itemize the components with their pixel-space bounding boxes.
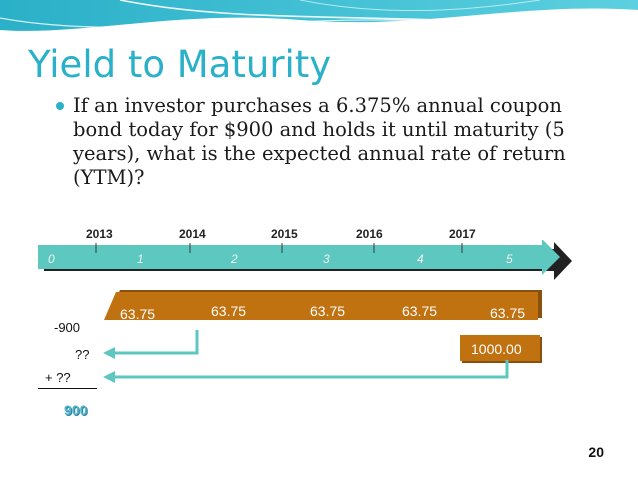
coupon-bar	[104, 290, 542, 320]
bullet-icon	[56, 102, 64, 110]
year-label: 2013	[86, 227, 113, 241]
discount-arrows	[103, 330, 509, 383]
year-label: 2014	[179, 227, 206, 241]
page-number: 20	[588, 444, 604, 460]
pv-term-1: ??	[75, 347, 90, 362]
sum-underline	[38, 388, 97, 389]
coupon-value: 63.75	[120, 306, 156, 322]
initial-outflow: -900	[54, 320, 81, 335]
coupon-value: 63.75	[310, 303, 346, 319]
year-label: 2017	[449, 227, 476, 241]
header-decoration	[0, 0, 638, 35]
pv-term-2: + ??	[45, 370, 71, 385]
principal-box	[460, 335, 542, 363]
tick-label: 4	[417, 252, 424, 266]
bullet-text: If an investor purchases a 6.375% annual…	[73, 94, 566, 189]
price-total: 900	[64, 402, 88, 418]
coupon-value: 63.75	[211, 303, 247, 319]
tick-label: 0	[48, 252, 55, 266]
year-label: 2016	[356, 227, 383, 241]
tick-label: 2	[231, 252, 238, 266]
principal-value: 1000.00	[471, 341, 522, 357]
tick-label: 3	[323, 252, 330, 266]
coupon-value: 63.75	[402, 303, 438, 319]
coupon-value: 63.75	[490, 305, 526, 321]
timeline-arrow	[38, 240, 572, 280]
tick-label: 5	[506, 252, 513, 266]
year-label: 2015	[271, 227, 298, 241]
slide-title: Yield to Maturity	[28, 43, 332, 86]
tick-label: 1	[137, 252, 144, 266]
